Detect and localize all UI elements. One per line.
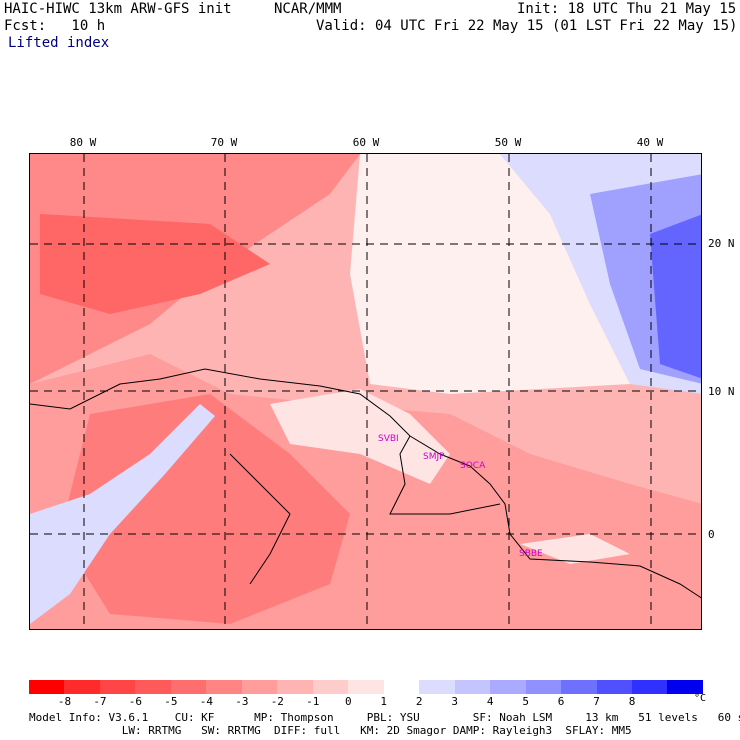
colorbar-tick-label: -5 (164, 695, 178, 708)
colorbar-swatch (241, 680, 278, 694)
colorbar-swatch (206, 680, 242, 694)
colorbar-swatch (383, 680, 420, 694)
country-border (389, 435, 501, 515)
model-info-line2: LW: RRTMG SW: RRTMG DIFF: full KM: 2D Sm… (29, 724, 632, 737)
colorbar-tick-label: 0 (344, 695, 352, 708)
colorbar-swatch (135, 680, 171, 694)
colorbar-tick-label: -1 (306, 695, 320, 708)
init-time: Init: 18 UTC Thu 21 May 15 (517, 1, 737, 17)
colorbar-unit: °C (693, 693, 707, 704)
center-label: NCAR/MMM (274, 1, 342, 17)
colorbar-swatch (29, 680, 65, 694)
colorbar-swatch (64, 680, 100, 694)
lon-label-80w: 80 W (69, 136, 97, 149)
colorbar-swatch (490, 680, 526, 694)
colorbar-tick-label: 1 (380, 695, 388, 708)
map-canvas: SVBI SMJP SOCA SBBE (30, 154, 701, 629)
central-atlantic-neutral (350, 154, 630, 394)
colorbar-tick-label: 5 (522, 695, 529, 708)
graticule (30, 154, 701, 629)
colorbar-swatch (561, 680, 597, 694)
colorbar-tick-label: -4 (199, 695, 213, 708)
colorbar-swatch (596, 680, 632, 694)
colorbar-swatch (99, 680, 136, 694)
colorbar-tick-label: -7 (93, 695, 107, 708)
colorbar-tick-label: -3 (235, 695, 249, 708)
andes-stable-strip (30, 404, 215, 624)
colorbar-tick-label: 6 (557, 695, 565, 708)
colorbar-swatch (454, 680, 491, 694)
colombia-venezuela-unstable (60, 394, 350, 624)
amazon-delta-patch (520, 534, 630, 564)
lon-label-50w: 50 W (494, 136, 522, 149)
lat-label-0: 0 (708, 528, 715, 541)
guiana-neutral-patch (270, 389, 450, 484)
colorbar (29, 680, 703, 694)
northeast-stable-core (650, 214, 701, 379)
colorbar-swatch (419, 680, 455, 694)
colorbar-swatch (348, 680, 384, 694)
lat-label-10n: 10 N (708, 385, 735, 398)
lon-label-60w: 60 W (352, 136, 380, 149)
valid-time: Valid: 04 UTC Fri 22 May 15 (01 LST Fri … (316, 18, 738, 34)
colorbar-swatch (667, 680, 703, 694)
field-name: Lifted index (8, 35, 110, 51)
colorbar-tick-label: 4 (486, 695, 494, 708)
greater-antilles-core (40, 214, 270, 314)
colorbar-tick-label: 2 (415, 695, 423, 708)
country-border-west (229, 453, 291, 585)
colorbar-swatch (312, 680, 349, 694)
lat-label-20n: 20 N (708, 237, 735, 250)
station-label: SMJP (423, 452, 445, 462)
colorbar-tick-label: 8 (628, 695, 636, 708)
colorbar-tick-label: -6 (128, 695, 143, 708)
forecast-hour: Fcst: 10 h (4, 18, 106, 34)
colorbar-swatch (631, 680, 668, 694)
lon-label-70w: 70 W (210, 136, 238, 149)
colorbar-tick-label: 3 (451, 695, 458, 708)
colorbar-swatch (525, 680, 562, 694)
lon-label-40w: 40 W (636, 136, 664, 149)
lifted-index-map: SVBI SMJP SOCA SBBE (29, 153, 702, 630)
station-label: SVBI (378, 434, 399, 444)
colorbar-tick-label: -2 (270, 695, 284, 708)
colorbar-swatch (170, 680, 207, 694)
colorbar-swatch (277, 680, 313, 694)
colorbar-tick-label: -8 (57, 695, 72, 708)
colorbar-tick-label: 7 (593, 695, 600, 708)
station-label: SOCA (460, 461, 486, 471)
model-title: HAIC-HIWC 13km ARW-GFS init (4, 1, 232, 17)
station-label: SBBE (519, 549, 543, 559)
coastline (30, 368, 701, 599)
model-info-line1: Model Info: V3.6.1 CU: KF MP: Thompson P… (29, 711, 740, 724)
